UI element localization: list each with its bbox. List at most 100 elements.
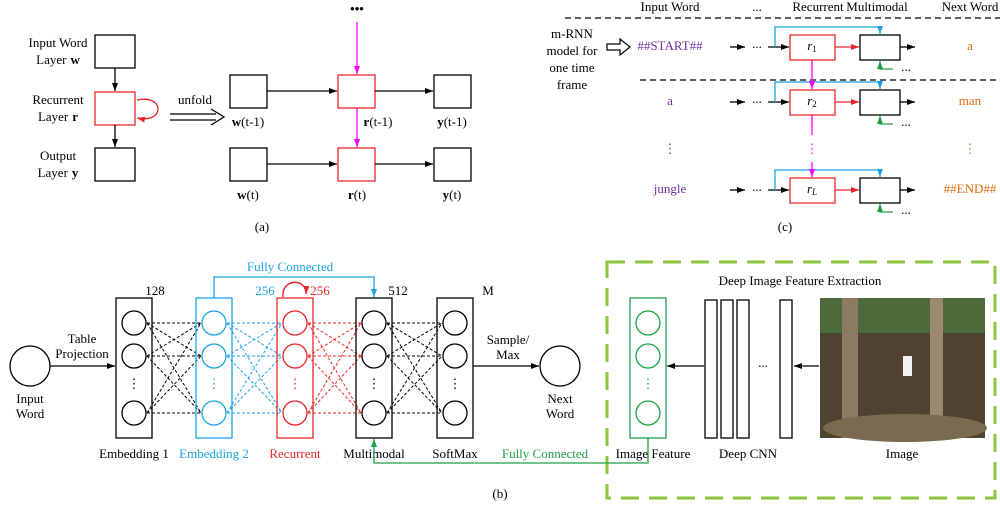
recurrent-label-part: r <box>807 181 813 196</box>
layer-box <box>355 297 393 439</box>
multimodal-box <box>859 89 901 116</box>
connection <box>226 322 283 414</box>
fully-connected-link <box>371 438 649 464</box>
unfolded-label: w(t) <box>237 187 259 202</box>
extraction-title: Deep Image Feature Extraction <box>719 273 882 288</box>
unit <box>201 343 227 369</box>
photo-ground <box>823 414 987 442</box>
recurrent-label: r1 <box>807 38 817 54</box>
connection <box>307 322 362 357</box>
output-label: Word <box>546 406 575 421</box>
unit <box>442 400 468 426</box>
vertical-dots: ⋮ <box>368 376 381 391</box>
unfolded-label-part: r <box>364 114 370 129</box>
layer-symbol-label: Layer y <box>38 165 79 180</box>
fully-connected-label: Fully Connected <box>502 446 589 461</box>
multimodal-box <box>859 177 901 204</box>
recurrent-loop <box>136 98 159 123</box>
vertical-dots: ⋮ <box>664 141 677 156</box>
sample-label: Max <box>496 347 520 362</box>
ellipsis: ••• <box>350 1 364 16</box>
panel-label: (b) <box>492 486 507 501</box>
image-label: Image <box>886 446 919 461</box>
fully-connected-link <box>213 276 377 298</box>
input-node <box>9 345 51 387</box>
unfolded-label-part: (t) <box>449 187 461 202</box>
vertical-dots: ⋮ <box>964 141 977 156</box>
connection <box>226 322 283 357</box>
cnn-layer <box>736 299 750 439</box>
layer-box <box>115 297 153 439</box>
side-note: frame <box>557 77 588 92</box>
panel-label: (c) <box>778 219 792 234</box>
input-label: Word <box>16 406 45 421</box>
extraction-box <box>605 260 997 500</box>
unfolded-label-part: w <box>237 187 247 202</box>
image-feature-link <box>774 26 883 47</box>
unfolded-label-part: (t) <box>247 187 259 202</box>
deep-cnn-label: Deep CNN <box>719 446 778 461</box>
unfolded-box <box>337 147 376 182</box>
unfolded-label-part: (t) <box>354 187 366 202</box>
connection <box>386 322 443 357</box>
layer-symbol-label-part: r <box>72 109 78 124</box>
recurrent-label-part: L <box>811 187 817 197</box>
input-word: a <box>667 93 673 108</box>
unit <box>282 400 308 426</box>
connection <box>146 355 202 414</box>
hollow-arrow <box>606 37 631 57</box>
layer-symbol-label: Layer r <box>38 109 78 124</box>
unit <box>201 310 227 336</box>
layer-symbol-label-part: Layer <box>38 109 69 124</box>
cnn-layer <box>704 299 718 439</box>
unfolded-box <box>337 74 376 109</box>
layer-symbol-label-part: Layer <box>36 52 67 67</box>
vertical-dots: ⋮ <box>128 376 141 391</box>
column-header: ... <box>752 0 762 14</box>
layer-size: 128 <box>145 283 165 298</box>
column-header: Next Word <box>942 0 999 14</box>
connection <box>307 355 362 414</box>
sample-label: Sample/ <box>487 332 530 347</box>
unfolded-box <box>229 74 268 109</box>
layer-size: 256 <box>310 283 330 298</box>
layer-name: Embedding 1 <box>99 446 169 461</box>
side-note: m-RNN <box>551 26 594 41</box>
panel-label: (a) <box>255 219 269 234</box>
recurrent-box <box>789 177 836 204</box>
next-word: man <box>959 93 982 108</box>
vertical-dots: ⋮ <box>806 141 819 156</box>
image-feature-label: Image Feature <box>616 446 691 461</box>
fully-connected-label: Fully Connected <box>247 259 334 274</box>
unit <box>282 310 308 336</box>
layer-size: 256 <box>255 283 275 298</box>
unit <box>121 310 147 336</box>
ellipsis: ... <box>752 91 762 106</box>
vertical-dots: ⋮ <box>449 376 462 391</box>
ellipsis: ... <box>758 355 768 370</box>
layer-symbol-label: Layer w <box>36 52 80 67</box>
cnn-layer <box>720 299 734 439</box>
connection <box>146 322 202 357</box>
image-input-link <box>877 61 893 70</box>
image-feature-link <box>774 81 883 102</box>
vertical-dots: ⋮ <box>642 376 655 391</box>
next-word: a <box>967 38 973 53</box>
layer-name: Embedding 2 <box>179 446 249 461</box>
layer-box <box>436 297 474 439</box>
unfolded-label-part: r <box>348 187 354 202</box>
unit <box>121 400 147 426</box>
unfolded-label-part: (t-1) <box>369 114 392 129</box>
projection-label: Table <box>68 331 97 346</box>
recurrent-label-part: 1 <box>812 44 817 54</box>
recurrent-loop <box>282 281 310 298</box>
projection-label: Projection <box>55 346 109 361</box>
ellipsis: ... <box>901 59 911 74</box>
ellipsis: ... <box>901 114 911 129</box>
connection <box>386 355 443 414</box>
column-header: Input Word <box>640 0 700 14</box>
unfolded-label: r(t) <box>348 187 366 202</box>
unit <box>635 400 661 426</box>
layer-symbol-label-part: Layer <box>38 165 69 180</box>
layer-size: 512 <box>388 283 408 298</box>
